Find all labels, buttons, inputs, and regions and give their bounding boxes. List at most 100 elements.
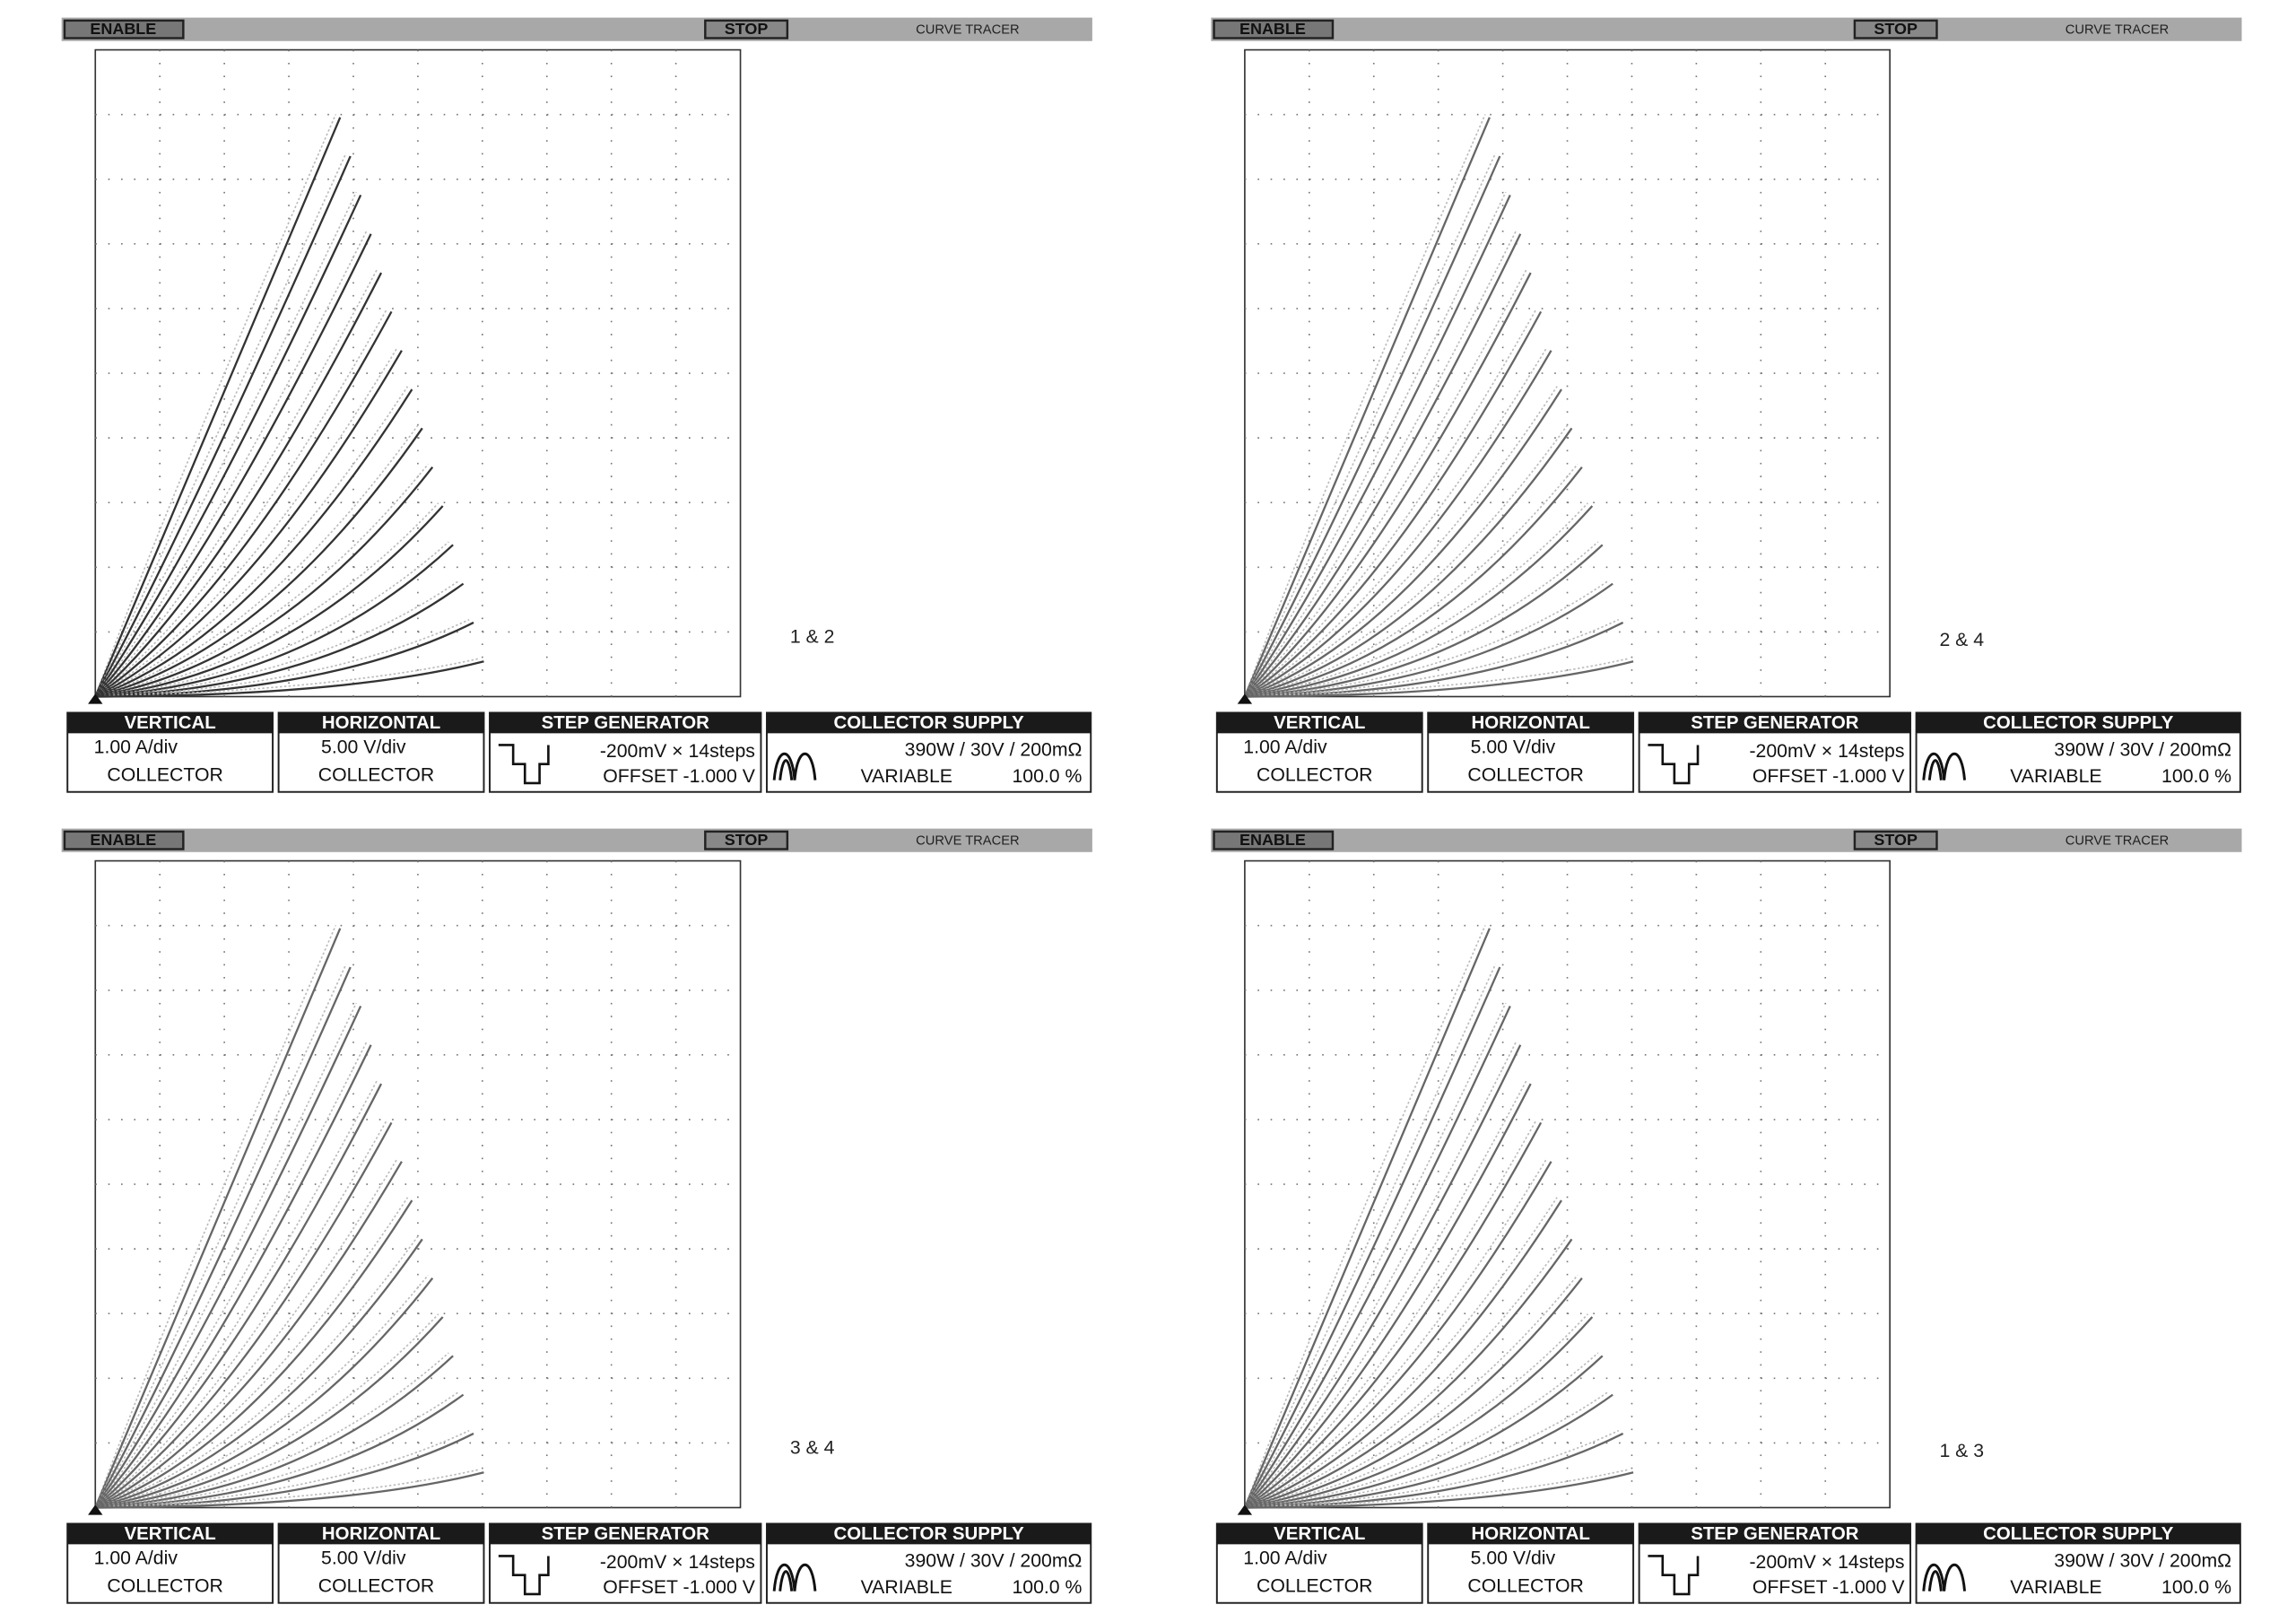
- curve-tracer-panel: ENABLE STOP CURVE TRACER 2 & 4 VERTICAL HORIZ…: [1211, 17, 2242, 793]
- graticule-frame: [94, 48, 742, 698]
- trace: [94, 928, 342, 1508]
- readout-title: STEP GENERATOR: [542, 1524, 709, 1544]
- trace-return: [1244, 1119, 1537, 1509]
- trace: [1244, 272, 1532, 698]
- readout-title: HORIZONTAL: [1471, 1524, 1589, 1544]
- horizontal-scale: 5.00 V/div: [321, 736, 406, 757]
- readout-header: [1916, 712, 2240, 734]
- trace: [1243, 966, 1501, 1509]
- trace-return: [94, 1119, 388, 1509]
- trace-return: [1244, 191, 1507, 697]
- supply-mode: VARIABLE: [861, 1576, 952, 1598]
- stop-label[interactable]: STOP: [1874, 831, 1918, 849]
- trace: [95, 1316, 444, 1509]
- trace: [1244, 388, 1562, 698]
- vertical-source: COLLECTOR: [1257, 763, 1373, 785]
- stop-label[interactable]: STOP: [725, 20, 769, 38]
- readout-header: [278, 1523, 484, 1545]
- trace-return: [94, 191, 357, 697]
- supply-percent: 100.0 %: [1012, 1576, 1082, 1598]
- stop-button[interactable]: [1853, 19, 1938, 39]
- step-amount: -200mV × 14steps: [600, 740, 755, 762]
- supply-rating: 390W / 30V / 200mΩ: [2054, 1550, 2231, 1572]
- device-pair-label: 3 & 4: [790, 1437, 835, 1459]
- enable-label[interactable]: ENABLE: [1239, 831, 1306, 849]
- readout-title: VERTICAL: [125, 713, 216, 733]
- enable-label[interactable]: ENABLE: [1239, 20, 1306, 38]
- trace-return: [94, 114, 337, 697]
- stop-button[interactable]: [704, 19, 789, 39]
- instrument-title: CURVE TRACER: [916, 833, 1019, 848]
- supply-rating: 390W / 30V / 200mΩ: [905, 1550, 1083, 1572]
- instrument-title: CURVE TRACER: [916, 22, 1019, 37]
- readout-header: [490, 1523, 761, 1545]
- device-pair-label: 2 & 4: [1939, 629, 1984, 650]
- trace: [1244, 582, 1613, 698]
- readout-header: [1216, 712, 1422, 734]
- trace-return: [1244, 347, 1548, 698]
- step-amount: -200mV × 14steps: [1749, 1551, 1904, 1573]
- readout-header: [1428, 712, 1634, 734]
- origin-marker: [1237, 1504, 1253, 1515]
- trace-return: [95, 618, 470, 698]
- readout-header: [1639, 1523, 1911, 1545]
- horizontal-source: COLLECTOR: [318, 1574, 435, 1596]
- trace-return: [1244, 1313, 1589, 1509]
- trace: [94, 1238, 423, 1509]
- vertical-scale: 1.00 A/div: [1243, 736, 1327, 757]
- trace: [94, 1083, 383, 1509]
- step-icon: [1648, 1555, 1700, 1596]
- stop-button[interactable]: [1853, 830, 1938, 850]
- trace-return: [1244, 1274, 1578, 1509]
- supply-rating: 390W / 30V / 200mΩ: [2054, 739, 2231, 761]
- enable-label[interactable]: ENABLE: [90, 831, 156, 849]
- trace: [95, 466, 434, 698]
- enable-button[interactable]: [1213, 830, 1335, 850]
- trace-return: [95, 1313, 439, 1509]
- trace-return: [1244, 618, 1620, 698]
- origin-marker: [1237, 693, 1253, 704]
- step-icon: [498, 744, 550, 785]
- trace: [94, 1005, 362, 1509]
- origin-marker: [88, 693, 103, 704]
- stop-button[interactable]: [704, 830, 789, 850]
- horizontal-scale: 5.00 V/div: [1471, 1547, 1556, 1568]
- trace-return: [94, 1158, 398, 1509]
- trace: [94, 310, 393, 698]
- trace: [1243, 1005, 1511, 1509]
- trace-return: [95, 463, 429, 698]
- instrument-title: CURVE TRACER: [2066, 833, 2169, 848]
- trace-return: [1244, 1158, 1548, 1509]
- readout-header: [278, 712, 484, 734]
- stop-label[interactable]: STOP: [1874, 20, 1918, 38]
- trace: [1244, 505, 1594, 698]
- readout-title: STEP GENERATOR: [1691, 1524, 1858, 1544]
- supply-rating: 390W / 30V / 200mΩ: [905, 739, 1083, 761]
- trace: [95, 660, 484, 698]
- trace: [94, 233, 372, 698]
- vertical-source: COLLECTOR: [107, 1574, 223, 1596]
- enable-label[interactable]: ENABLE: [90, 20, 156, 38]
- readout-header: [1428, 1523, 1634, 1545]
- trace-return: [1244, 925, 1486, 1508]
- trace: [1244, 1199, 1562, 1509]
- enable-button[interactable]: [63, 830, 185, 850]
- readout-title: COLLECTOR SUPPLY: [834, 1524, 1025, 1544]
- enable-button[interactable]: [1213, 19, 1335, 39]
- stop-label[interactable]: STOP: [725, 831, 769, 849]
- trace: [1243, 194, 1511, 698]
- header-bar: [1211, 828, 2242, 852]
- curve-tracer-panel: ENABLE STOP CURVE TRACER 1 & 2 VERTICAL HORIZ…: [61, 17, 1092, 793]
- supply-icon: [772, 1563, 817, 1591]
- trace-return: [95, 541, 449, 698]
- readout-header: [490, 712, 761, 734]
- enable-button[interactable]: [63, 19, 185, 39]
- origin-marker: [88, 1504, 103, 1515]
- trace: [95, 1393, 465, 1509]
- trace: [1244, 1238, 1573, 1509]
- trace-return: [1244, 231, 1518, 697]
- vertical-scale: 1.00 A/div: [1243, 1547, 1327, 1568]
- trace-return: [1244, 1352, 1599, 1509]
- trace-return: [94, 269, 378, 698]
